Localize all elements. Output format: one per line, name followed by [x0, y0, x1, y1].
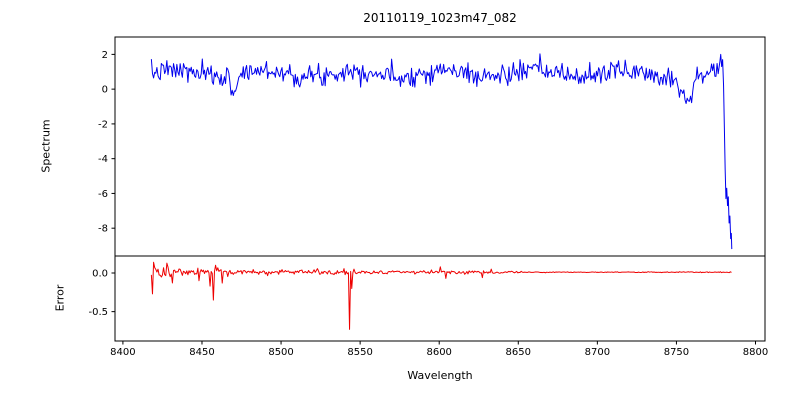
y-tick-label: -8 — [98, 224, 108, 235]
x-tick-label: 8650 — [506, 347, 531, 358]
x-tick-label: 8800 — [743, 347, 768, 358]
x-tick-label: 8500 — [268, 347, 293, 358]
axes-spine-error — [114, 255, 766, 342]
error-line — [150, 261, 732, 330]
y-tick-label: 2 — [102, 50, 108, 61]
x-tick-label: 8400 — [110, 347, 135, 358]
y-tick-label: 0 — [102, 85, 108, 96]
y-tick-label: -6 — [98, 189, 108, 200]
spectrum-line — [150, 53, 733, 250]
axes-spine-spectrum — [114, 36, 766, 257]
y-tick-label: -2 — [98, 119, 108, 130]
x-tick-label: 8550 — [347, 347, 372, 358]
x-tick-label: 8450 — [189, 347, 214, 358]
y-tick-label: -0.5 — [88, 307, 108, 318]
y-tick-label: -4 — [98, 154, 108, 165]
x-tick-label: 8750 — [664, 347, 689, 358]
y-tick-label: 0.0 — [92, 269, 108, 280]
x-tick-label: 8700 — [585, 347, 610, 358]
chart-title: 20110119_1023m47_082 — [363, 11, 517, 25]
x-tick-label: 8600 — [426, 347, 451, 358]
x-axis-label: Wavelength — [407, 369, 473, 382]
